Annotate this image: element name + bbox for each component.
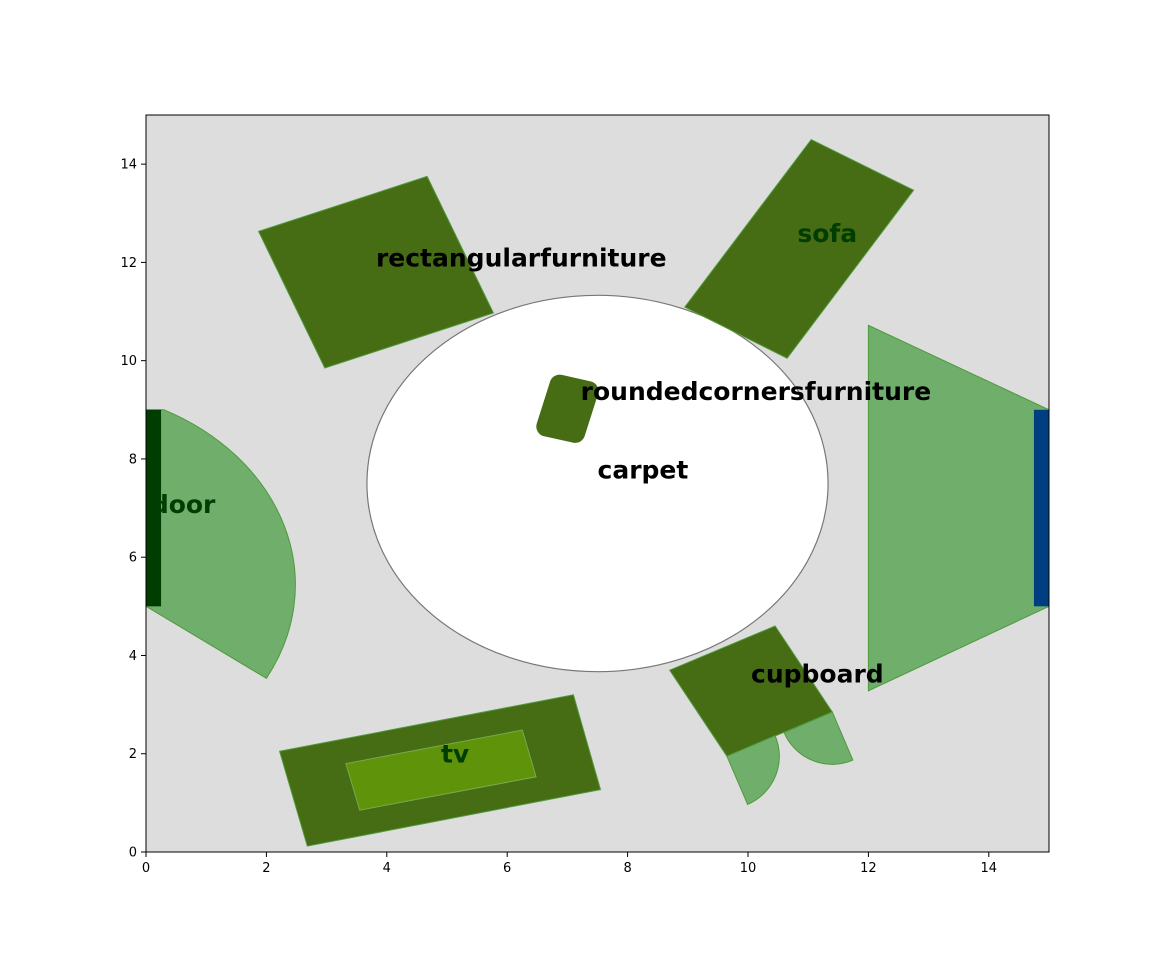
carpet-label: carpet xyxy=(598,456,689,485)
axes-frame xyxy=(145,114,1050,853)
ticks-layer: 0 2 4 6 8 10 12 14 0 2 4 6 8 10 12 14 xyxy=(120,158,997,876)
y-tick-label: 10 xyxy=(120,354,137,369)
y-tick-label: 6 xyxy=(129,551,137,566)
x-tick-label: 10 xyxy=(740,861,757,876)
left-door-label: door xyxy=(151,490,216,519)
left-door-swing xyxy=(146,409,296,679)
labels-layer: carpet rectangularfurniture sofa roundedcor… xyxy=(151,219,931,769)
rounded-corners-furniture-shape xyxy=(536,374,599,443)
y-tick-label: 4 xyxy=(129,649,137,664)
rounded-corners-furniture-label: roundedcornersfurniture xyxy=(581,377,932,406)
x-tick-label: 6 xyxy=(503,861,511,876)
y-tick-label: 14 xyxy=(120,158,137,173)
y-tick-label: 12 xyxy=(120,256,137,271)
cupboard-door-right xyxy=(783,711,854,765)
rectangular-furniture-label: rectangularfurniture xyxy=(376,243,667,272)
shapes-layer xyxy=(146,138,1049,847)
cupboard-label: cupboard xyxy=(751,659,884,688)
x-tick-label: 2 xyxy=(262,861,270,876)
right-door-panel xyxy=(1033,409,1049,607)
x-tick-label: 12 xyxy=(860,861,877,876)
x-tick-label: 14 xyxy=(981,861,998,876)
tv-shape xyxy=(345,729,537,811)
right-door-swing xyxy=(867,324,1049,692)
y-tick-label: 8 xyxy=(129,452,137,467)
left-door-panel xyxy=(146,409,162,607)
x-tick-label: 4 xyxy=(383,861,391,876)
x-tick-label: 0 xyxy=(142,861,150,876)
x-tick-label: 8 xyxy=(623,861,631,876)
sofa-label: sofa xyxy=(797,219,857,248)
y-tick-label: 2 xyxy=(129,747,137,762)
carpet-ellipse xyxy=(366,294,829,673)
y-tick-label: 0 xyxy=(129,846,137,861)
cupboard-door-left xyxy=(726,734,780,806)
sofa-shape xyxy=(684,138,915,359)
tv-label: tv xyxy=(441,740,469,769)
rectangular-furniture-shape xyxy=(257,175,495,369)
